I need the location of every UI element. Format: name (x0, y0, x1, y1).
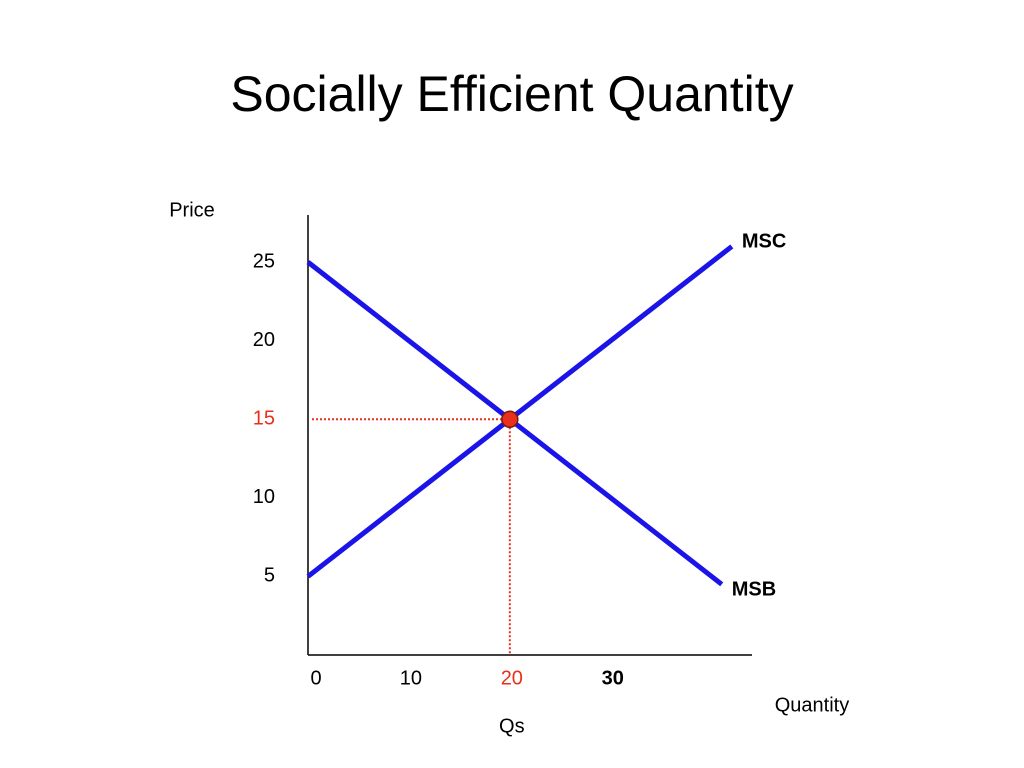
equilibrium-label: Qs (499, 715, 525, 737)
y-axis-label: Price (169, 199, 215, 221)
line-series (306, 244, 734, 579)
x-tick-label: 0 (310, 667, 321, 689)
y-tick-label: 15 (253, 408, 275, 430)
series-label: MSC (742, 231, 786, 253)
chart-title: Socially Efficient Quantity (230, 66, 793, 122)
y-tick-label: 20 (253, 329, 275, 351)
equilibrium-point (501, 410, 519, 429)
x-tick-label: 10 (400, 667, 422, 689)
x-tick-label: 30 (602, 667, 624, 689)
series-label: MSB (732, 579, 776, 601)
y-tick-label: 5 (264, 565, 275, 587)
y-tick-label: 25 (253, 250, 275, 272)
x-tick-label: 20 (501, 667, 523, 689)
y-tick-label: 10 (253, 486, 275, 508)
x-axis-label: Quantity (775, 694, 849, 716)
